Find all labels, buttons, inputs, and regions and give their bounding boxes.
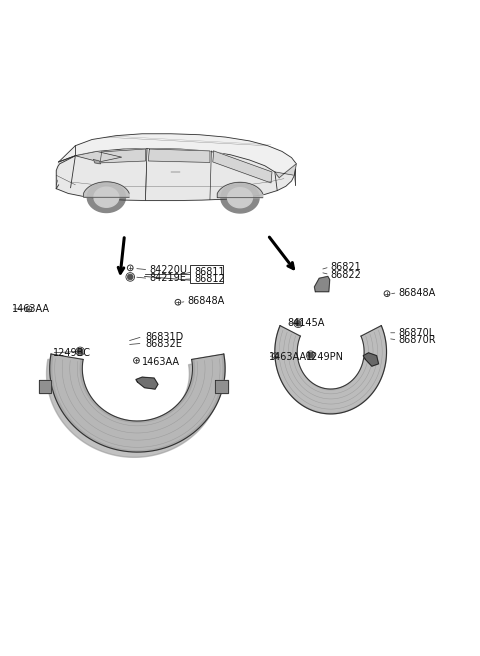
Polygon shape — [314, 276, 330, 292]
Polygon shape — [56, 148, 295, 201]
Circle shape — [308, 352, 313, 358]
Text: 86832E: 86832E — [145, 339, 182, 349]
Polygon shape — [87, 182, 125, 213]
Polygon shape — [215, 380, 228, 394]
Text: 1463AA: 1463AA — [269, 352, 307, 361]
Polygon shape — [148, 149, 210, 163]
Text: 84219E: 84219E — [149, 274, 186, 283]
Polygon shape — [50, 354, 225, 452]
Text: 1463AA: 1463AA — [142, 358, 180, 367]
Polygon shape — [275, 164, 296, 178]
Polygon shape — [136, 377, 158, 389]
Circle shape — [77, 348, 83, 354]
Polygon shape — [59, 134, 296, 178]
Polygon shape — [56, 155, 75, 189]
Text: 1463AA: 1463AA — [12, 304, 50, 314]
Text: 86821: 86821 — [331, 262, 361, 272]
Polygon shape — [75, 152, 121, 162]
Polygon shape — [94, 187, 119, 207]
Polygon shape — [84, 182, 129, 197]
Polygon shape — [39, 380, 51, 394]
Text: 86811: 86811 — [195, 267, 225, 277]
Polygon shape — [275, 325, 386, 414]
Polygon shape — [94, 159, 101, 164]
Text: 86870L: 86870L — [398, 328, 435, 338]
Polygon shape — [221, 182, 259, 213]
Circle shape — [127, 274, 133, 280]
Text: 84145A: 84145A — [288, 318, 325, 328]
Polygon shape — [228, 188, 252, 208]
Text: 84220U: 84220U — [149, 265, 187, 275]
Text: 86848A: 86848A — [188, 297, 225, 306]
Text: 86812: 86812 — [195, 274, 226, 284]
Polygon shape — [213, 151, 272, 183]
Text: 86848A: 86848A — [398, 288, 436, 298]
Text: 1249BC: 1249BC — [53, 348, 91, 358]
Text: 1249PN: 1249PN — [306, 352, 344, 361]
Polygon shape — [100, 149, 145, 163]
Polygon shape — [47, 359, 222, 457]
Circle shape — [295, 320, 301, 326]
FancyBboxPatch shape — [191, 265, 223, 283]
Polygon shape — [217, 182, 263, 197]
Text: 86831D: 86831D — [145, 331, 184, 342]
Text: 86822: 86822 — [331, 270, 361, 279]
Text: 86870R: 86870R — [398, 335, 436, 346]
Polygon shape — [363, 353, 379, 366]
